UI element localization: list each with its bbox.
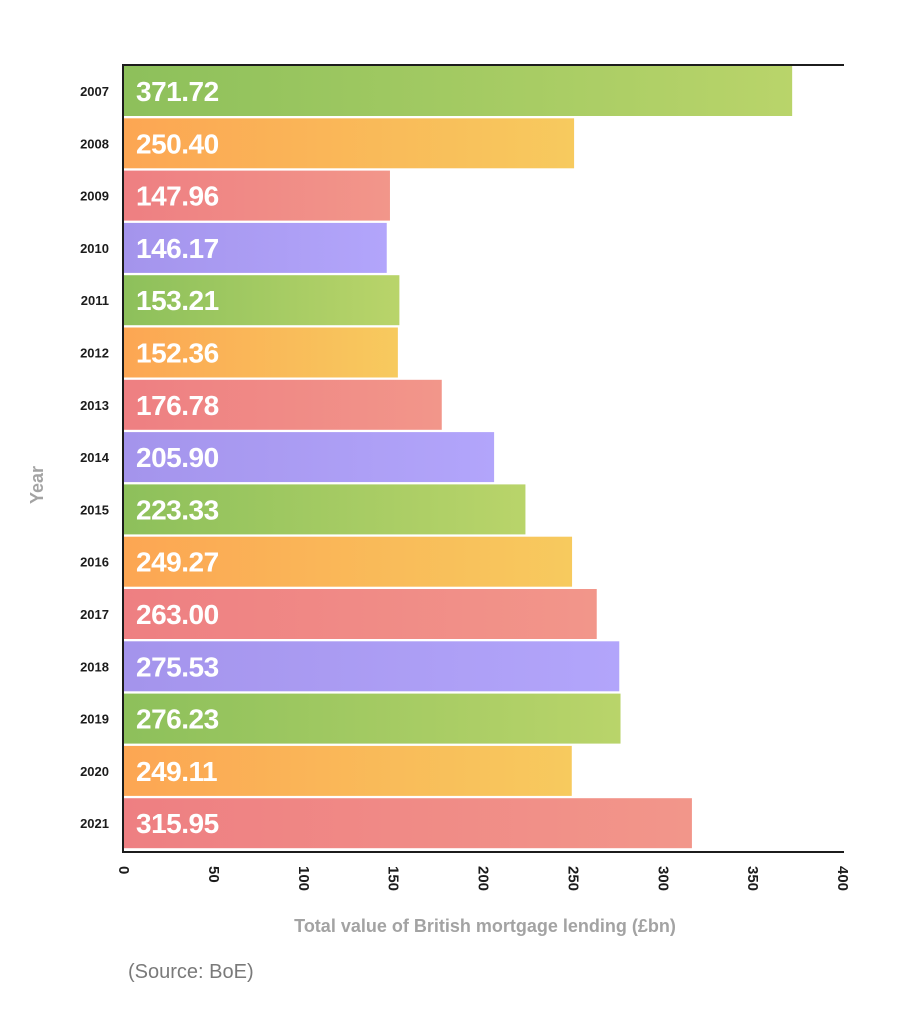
x-tick-400: 400 (834, 866, 851, 891)
year-label-2008: 2008 (80, 136, 109, 151)
year-label-2017: 2017 (80, 607, 109, 622)
bar-2016 (124, 536, 573, 587)
year-labels: 2007 2008 2009 2010 2011 2012 2013 2014 2015 2016… (80, 84, 110, 831)
x-tick-150: 150 (385, 866, 402, 891)
x-tick-300: 300 (654, 866, 671, 891)
bar-2011 (124, 275, 400, 326)
bar-2017 (124, 589, 597, 639)
value-label-2008: 250.40 (136, 128, 219, 159)
bar-2010 (124, 222, 387, 273)
bar-2019 (124, 693, 621, 744)
x-tick-250: 250 (564, 866, 581, 891)
x-tick-50: 50 (205, 866, 222, 883)
bar-2012 (124, 327, 398, 378)
source-note: (Source: BoE) (128, 961, 254, 983)
x-tick-100: 100 (295, 866, 312, 891)
bar-2008 (124, 118, 575, 169)
bar-2014 (124, 432, 495, 483)
year-label-2018: 2018 (80, 659, 109, 674)
value-label-2021: 315.95 (136, 808, 219, 839)
bar-2013 (124, 379, 442, 430)
x-axis-title: Total value of British mortgage lending … (294, 916, 676, 936)
y-axis-title: Year (27, 466, 47, 504)
value-label-2010: 146.17 (136, 233, 219, 264)
value-label-2017: 263.00 (136, 599, 219, 630)
bars-layer: 371.72 250.40 147.96 146.17 153.21 152.36 176.… (124, 66, 793, 849)
year-label-2011: 2011 (81, 293, 109, 308)
value-label-2020: 249.11 (136, 756, 217, 787)
bar-2021 (124, 798, 692, 849)
year-label-2016: 2016 (80, 555, 109, 570)
x-tick-350: 350 (744, 866, 761, 891)
year-label-2020: 2020 (80, 764, 109, 779)
value-label-2019: 276.23 (136, 704, 219, 735)
value-label-2016: 249.27 (136, 547, 219, 578)
value-label-2009: 147.96 (136, 181, 219, 212)
value-label-2018: 275.53 (136, 651, 219, 682)
value-label-2013: 176.78 (136, 390, 219, 421)
bar-2020 (124, 745, 572, 796)
value-label-2015: 223.33 (136, 494, 219, 525)
x-ticks: 0 50 100 150 200 250 300 350 400 (115, 866, 851, 891)
year-label-2010: 2010 (80, 241, 109, 256)
value-label-2012: 152.36 (136, 338, 219, 369)
year-label-2014: 2014 (80, 450, 110, 465)
year-label-2009: 2009 (80, 189, 109, 204)
year-label-2019: 2019 (80, 712, 109, 727)
bar-2007 (124, 66, 793, 116)
x-tick-0: 0 (115, 866, 132, 874)
value-label-2007: 371.72 (136, 76, 219, 107)
year-label-2013: 2013 (80, 398, 109, 413)
year-label-2007: 2007 (80, 84, 109, 99)
value-label-2014: 205.90 (136, 442, 219, 473)
year-label-2015: 2015 (80, 502, 109, 517)
bar-2015 (124, 484, 526, 535)
value-label-2011: 153.21 (136, 285, 219, 316)
x-tick-200: 200 (475, 866, 492, 891)
year-label-2021: 2021 (80, 816, 109, 831)
year-label-2012: 2012 (80, 346, 109, 361)
bar-2009 (124, 170, 390, 221)
bar-2018 (124, 641, 620, 692)
